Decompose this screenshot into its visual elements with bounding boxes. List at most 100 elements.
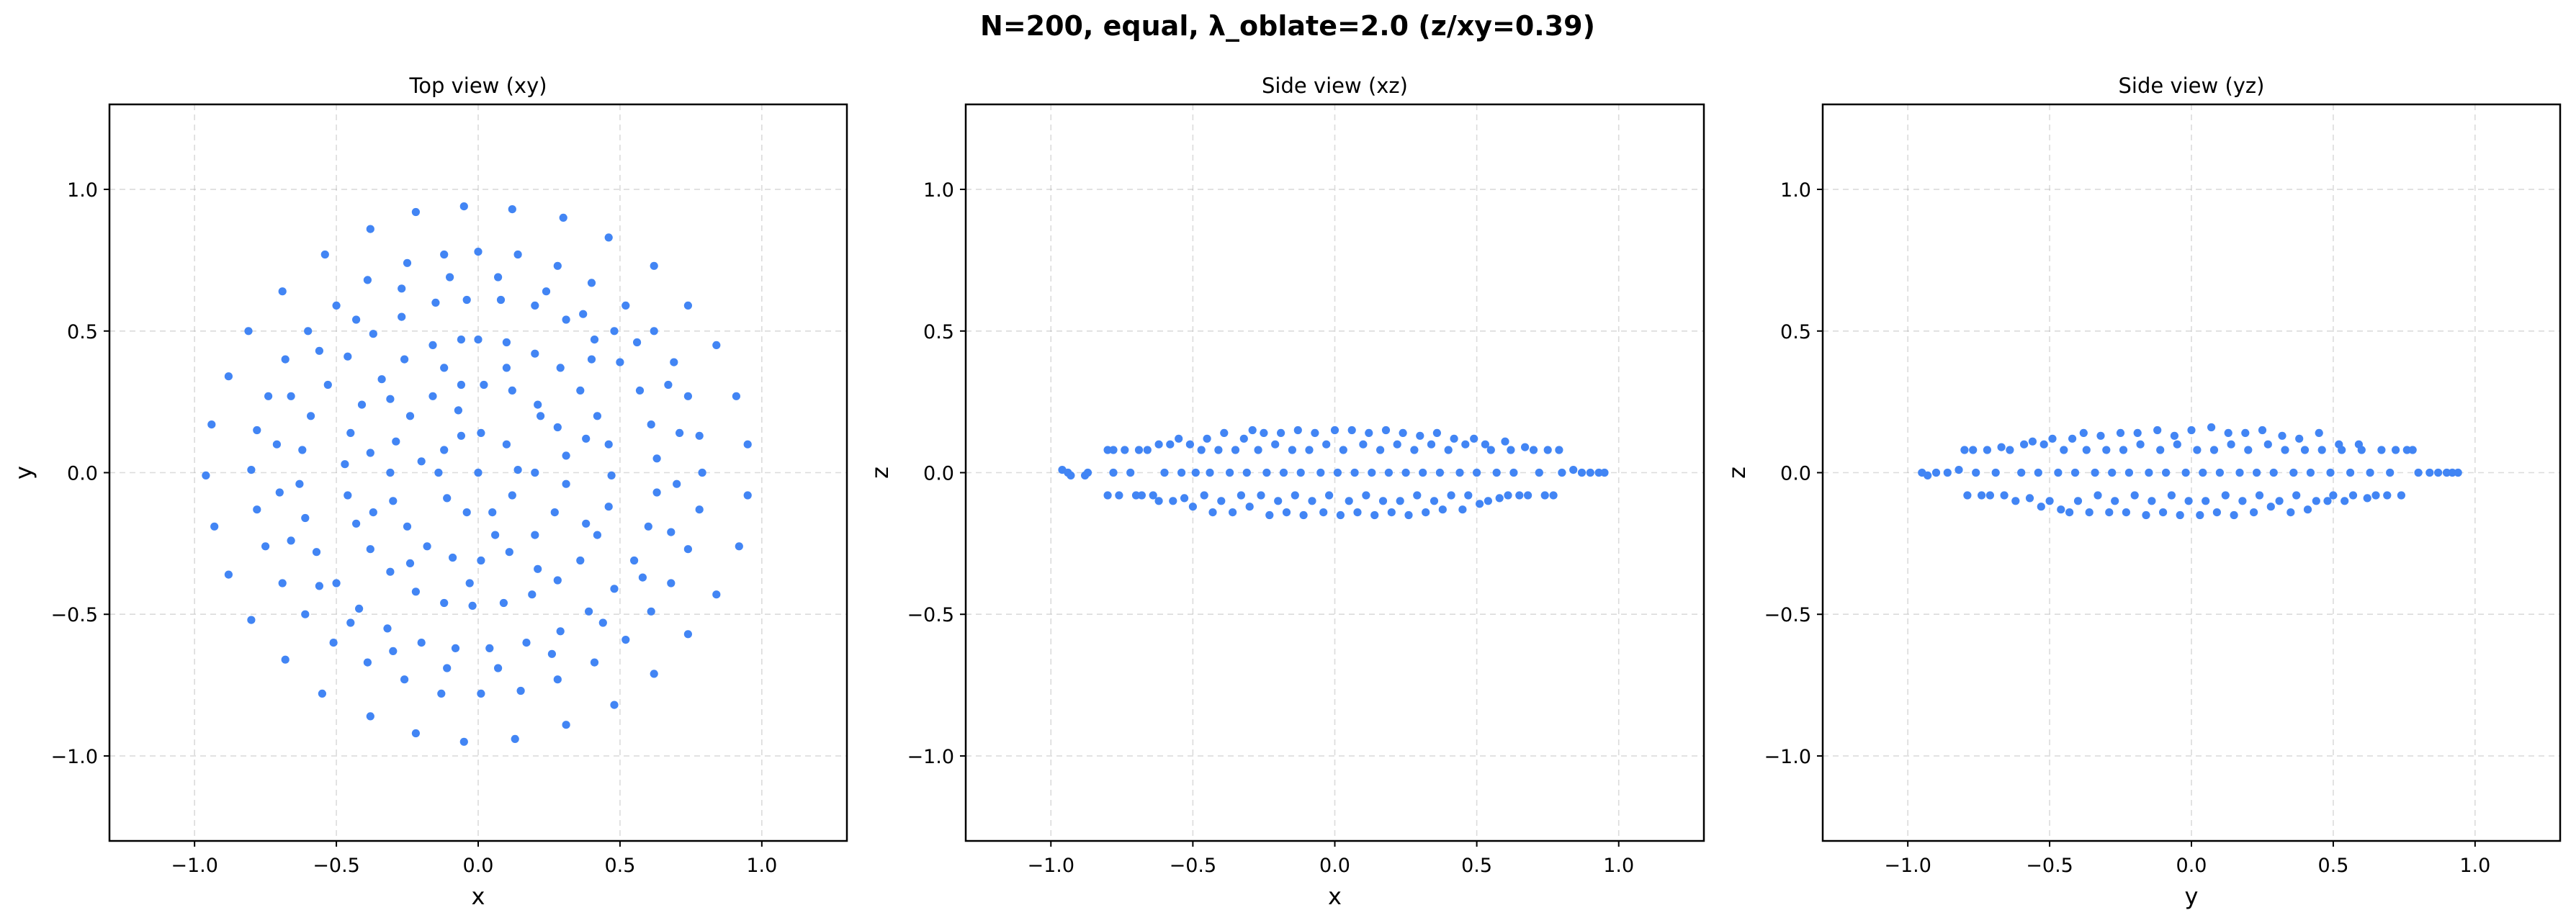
scatter-point [1175, 434, 1183, 443]
scatter-point [1486, 446, 1495, 454]
scatter-point [1470, 434, 1478, 443]
scatter-point [562, 721, 570, 729]
scatter-point [590, 658, 599, 667]
scatter-point [488, 508, 497, 517]
scatter-point [1438, 505, 1447, 514]
scatter-point [1461, 440, 1470, 449]
scatter-point [2363, 494, 2371, 503]
scatter-point [485, 644, 494, 653]
scatter-point [341, 460, 349, 469]
scatter-point [712, 590, 721, 599]
scatter-point [683, 392, 693, 400]
scatter-point [366, 225, 374, 233]
scatter-point [2079, 428, 2088, 438]
scatter-point [576, 556, 585, 565]
subplot-top-view-xy: −1.0 −0.5 0.0 0.5 1.0 −1.0 −0.5 0.0 0.5 1.0 Top vi… [10, 73, 848, 910]
scatter-point [1188, 503, 1197, 511]
scatter-point [2209, 446, 2219, 454]
scatter-point [1396, 497, 1404, 505]
scatter-point [2266, 503, 2275, 511]
scatter-point [712, 341, 721, 349]
scatter-point [1540, 491, 1549, 500]
scatter-point [553, 576, 562, 585]
scatter-point [1336, 510, 1345, 520]
x-tick-label: −0.5 [313, 855, 360, 877]
scatter-point [278, 287, 287, 296]
scatter-point [695, 431, 704, 440]
scatter-point [344, 491, 352, 500]
scatter-point [1955, 466, 1963, 474]
scatter-point [2091, 468, 2099, 477]
scatter-point [477, 428, 485, 438]
scatter-point [346, 618, 355, 627]
scatter-point [1600, 468, 1609, 477]
scatter-point [437, 689, 446, 698]
scatter-point [647, 607, 655, 616]
scatter-point [735, 542, 743, 551]
scatter-point [278, 579, 287, 587]
scatter-point [494, 664, 503, 672]
scatter-point [644, 522, 652, 531]
scatter-point [1376, 446, 1385, 454]
x-tick-label: 1.0 [1603, 855, 1634, 877]
scatter-point [1931, 468, 1941, 477]
scatter-point [633, 338, 642, 347]
scatter-point [683, 630, 693, 639]
scatter-point [1134, 446, 1144, 454]
scatter-point [607, 471, 616, 480]
scatter-point [315, 346, 323, 355]
scatter-point [244, 327, 253, 336]
scatter-point [676, 428, 684, 438]
scatter-point [2278, 431, 2286, 440]
scatter-point [1103, 446, 1112, 454]
scatter-point [1399, 428, 1407, 438]
scatter-point [1166, 440, 1175, 449]
scatter-point [332, 579, 341, 587]
scatter-point [2383, 491, 2392, 500]
y-tick-label: 0.5 [1780, 321, 1811, 343]
scatter-point [253, 426, 261, 435]
scatter-point [398, 284, 406, 293]
scatter-point [366, 449, 374, 457]
scatter-point [2326, 468, 2335, 477]
scatter-point [465, 579, 474, 587]
scatter-point [1237, 491, 1245, 500]
scatter-point [1378, 497, 1388, 505]
scatter-point [1160, 468, 1169, 477]
y-tick-label: 0.0 [1780, 463, 1811, 485]
scatter-point [253, 505, 261, 514]
scatter-point [281, 355, 290, 364]
scatter-point [329, 639, 338, 647]
scatter-point [621, 636, 630, 644]
scatter-point [1381, 426, 1391, 435]
scatter-point [496, 295, 506, 305]
scatter-point [2289, 468, 2298, 477]
scatter-point [2085, 508, 2093, 517]
scatter-point [2133, 428, 2142, 438]
scatter-point [1359, 440, 1368, 449]
scatter-point [1404, 510, 1413, 520]
scatter-point [2202, 497, 2210, 505]
scatter-point [1983, 446, 1991, 454]
scatter-point [647, 420, 655, 429]
scatter-point [508, 491, 516, 500]
scatter-point [1594, 468, 1603, 477]
scatter-point [1943, 468, 1952, 477]
scatter-point [295, 479, 304, 488]
x-axis-label: x [472, 883, 485, 910]
scatter-point [403, 258, 412, 267]
scatter-point [2250, 508, 2258, 517]
scatter-point [513, 250, 522, 259]
scatter-point [417, 457, 426, 466]
scatter-point [2153, 426, 2162, 435]
scatter-point [301, 513, 310, 523]
scatter-point [502, 364, 511, 372]
scatter-point [400, 675, 409, 684]
scatter-point [2159, 508, 2168, 517]
scatter-point [1271, 440, 1280, 449]
scatter-point [2176, 510, 2184, 520]
x-tick-label: 0.0 [2176, 855, 2207, 877]
scatter-point [1231, 446, 1240, 454]
scatter-point [2312, 497, 2320, 505]
scatter-point [1504, 491, 1512, 500]
